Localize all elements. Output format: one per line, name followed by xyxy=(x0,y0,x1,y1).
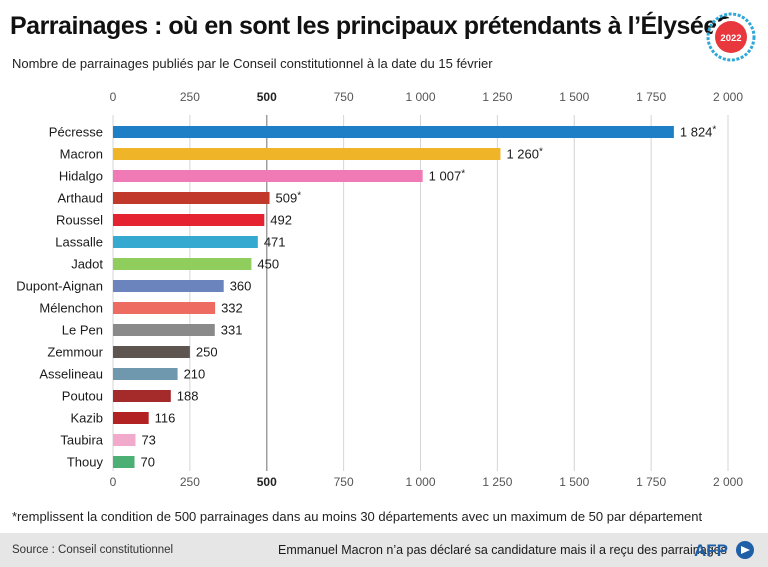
value-label: 360 xyxy=(230,279,252,294)
x-tick-label-top: 250 xyxy=(180,90,200,104)
source-text: Source : Conseil constitutionnel xyxy=(12,544,174,556)
x-tick-label-bottom: 250 xyxy=(180,475,200,489)
badge-ring xyxy=(706,12,756,62)
footer-note: Emmanuel Macron n’a pas déclaré sa candi… xyxy=(278,543,727,557)
value-label: 331 xyxy=(221,323,243,338)
star-marker: * xyxy=(297,191,301,202)
category-label: Jadot xyxy=(71,257,103,272)
bar xyxy=(113,302,216,314)
afp-logo: AFP xyxy=(694,541,754,560)
value-label: 116 xyxy=(155,411,176,426)
bar xyxy=(113,412,149,424)
category-label: Mélenchon xyxy=(39,301,103,316)
category-label: Lassalle xyxy=(55,235,103,250)
category-label: Asselineau xyxy=(39,367,103,382)
value-label: 471 xyxy=(264,235,286,250)
bar xyxy=(113,214,265,226)
category-label: Dupont-Aignan xyxy=(16,279,103,294)
bar xyxy=(113,346,190,358)
category-label: Thouy xyxy=(67,455,104,470)
x-tick-label-bottom: 500 xyxy=(257,475,277,489)
value-label: 492 xyxy=(270,213,292,228)
bar xyxy=(113,126,674,138)
x-tick-label-bottom: 1 250 xyxy=(482,475,512,489)
badge-year: 2022 xyxy=(720,33,741,44)
category-label: Arthaud xyxy=(57,191,103,206)
x-tick-label-top: 2 000 xyxy=(713,90,743,104)
value-label: 70 xyxy=(141,455,155,470)
footer-bar: Source : Conseil constitutionnel Emmanue… xyxy=(0,533,768,567)
value-label: 1 007* xyxy=(429,169,466,184)
star-marker: * xyxy=(539,147,543,158)
election-badge: 2022 xyxy=(706,12,756,62)
value-label: 210 xyxy=(184,367,206,382)
star-marker: * xyxy=(712,125,716,136)
chart-subtitle: Nombre de parrainages publiés par le Con… xyxy=(12,56,493,71)
bar xyxy=(113,258,252,270)
x-tick-label-top: 1 250 xyxy=(482,90,512,104)
x-tick-label-bottom: 750 xyxy=(334,475,354,489)
bar xyxy=(113,368,178,380)
x-tick-label-top: 1 000 xyxy=(405,90,435,104)
footnote: *remplissent la condition de 500 parrain… xyxy=(12,509,703,524)
x-tick-label-top: 750 xyxy=(334,90,354,104)
value-label: 332 xyxy=(221,301,243,316)
x-tick-label-top: 0 xyxy=(110,90,117,104)
category-label: Le Pen xyxy=(62,323,103,338)
afp-logo-text: AFP xyxy=(694,541,728,560)
category-label: Macron xyxy=(60,147,103,162)
bar xyxy=(113,456,135,468)
x-tick-label-bottom: 2 000 xyxy=(713,475,743,489)
bar xyxy=(113,148,501,160)
value-label: 73 xyxy=(141,433,155,448)
x-tick-label-top: 1 500 xyxy=(559,90,589,104)
category-label: Roussel xyxy=(56,213,103,228)
category-label: Hidalgo xyxy=(59,169,103,184)
category-label: Zemmour xyxy=(47,345,103,360)
category-label: Pécresse xyxy=(49,125,103,140)
x-tick-label-bottom: 0 xyxy=(110,475,117,489)
value-label: 188 xyxy=(177,389,199,404)
x-tick-label-bottom: 1 000 xyxy=(405,475,435,489)
value-label: 509* xyxy=(276,191,302,206)
star-marker: * xyxy=(461,169,465,180)
x-tick-label-top: 500 xyxy=(257,90,277,104)
bar xyxy=(113,236,258,248)
value-label: 250 xyxy=(196,345,218,360)
category-label: Poutou xyxy=(62,389,103,404)
bar xyxy=(113,434,136,446)
bar xyxy=(113,390,171,402)
bar xyxy=(113,324,215,336)
top-strip xyxy=(0,0,768,8)
x-tick-label-top: 1 750 xyxy=(636,90,666,104)
bar-chart: 0 0 250 250 500 500 750 750 1 000 1 000 1 250 1 250… xyxy=(16,90,743,489)
bar xyxy=(113,192,270,204)
badge-disc xyxy=(715,21,747,53)
afp-logo-arrow xyxy=(741,546,750,554)
category-label: Kazib xyxy=(70,411,103,426)
bar xyxy=(113,170,423,182)
x-tick-label-bottom: 1 500 xyxy=(559,475,589,489)
value-label: 1 824* xyxy=(680,125,717,140)
value-label: 450 xyxy=(257,257,279,272)
bar xyxy=(113,280,224,292)
category-label: Taubira xyxy=(60,433,103,448)
value-label: 1 260* xyxy=(506,147,543,162)
x-tick-label-bottom: 1 750 xyxy=(636,475,666,489)
chart-title: Parrainages : où en sont les principaux … xyxy=(10,12,732,40)
